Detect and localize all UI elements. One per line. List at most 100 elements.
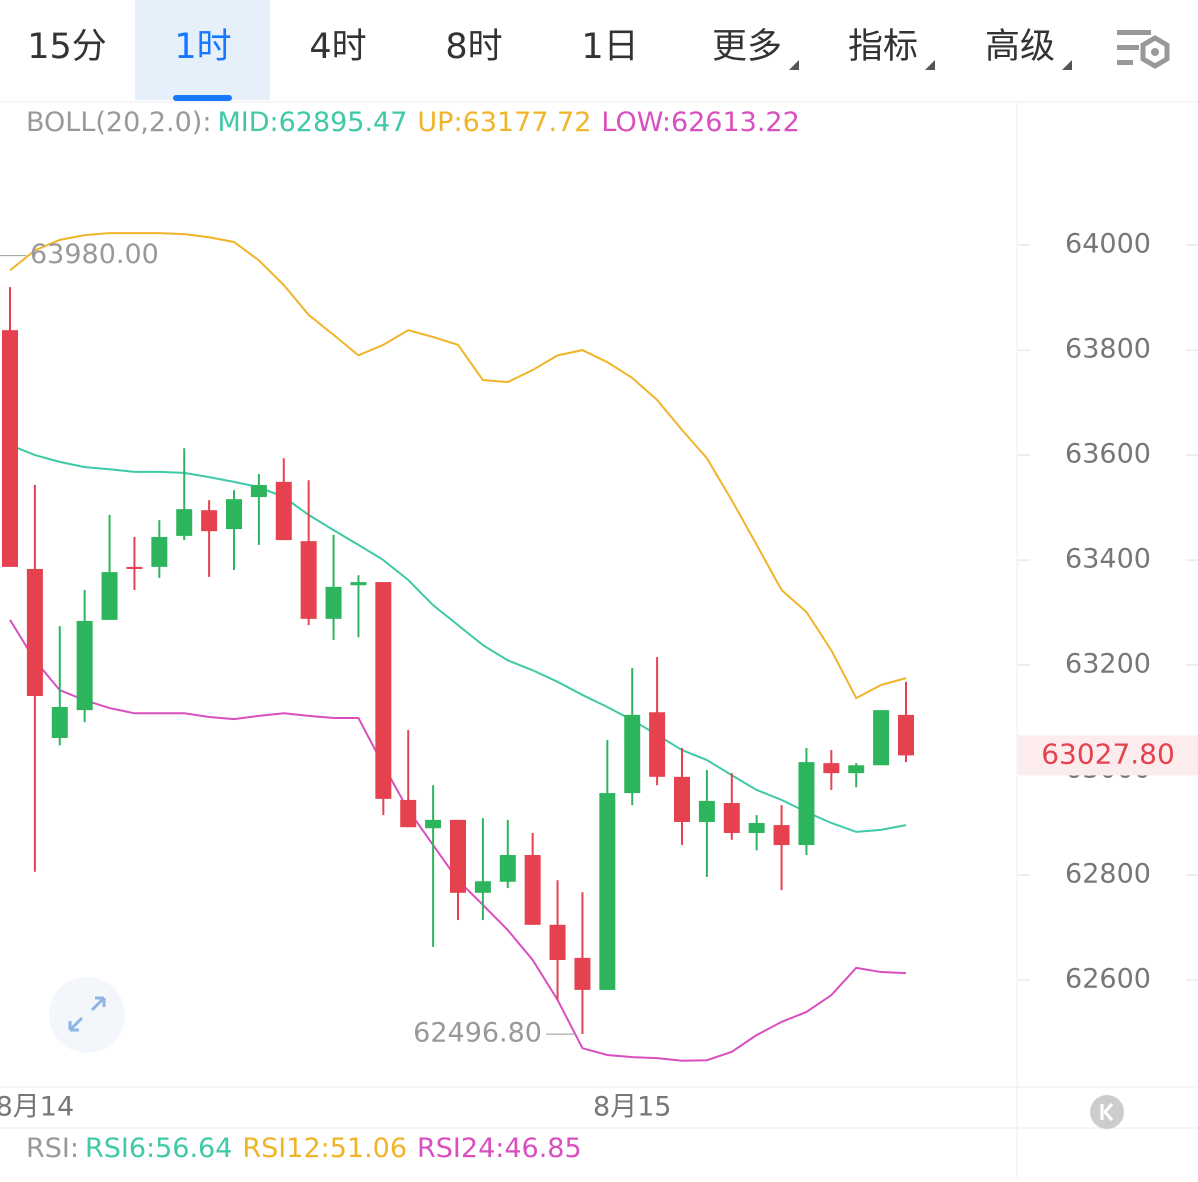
candle	[773, 805, 790, 891]
candle-body	[798, 762, 815, 846]
candle	[425, 785, 442, 947]
candle-body	[300, 541, 317, 619]
candle	[176, 448, 193, 541]
candle-body	[474, 881, 491, 893]
tab[interactable]: 更多	[712, 27, 799, 70]
collapse-button[interactable]	[1090, 1095, 1124, 1129]
boll-up: UP:63177.72	[417, 107, 591, 138]
candle	[375, 582, 392, 816]
candle	[873, 710, 890, 766]
candle-body	[549, 924, 566, 960]
expand-arrows	[68, 996, 106, 1032]
tab[interactable]: 高级	[985, 27, 1072, 70]
candle	[76, 589, 93, 723]
candle-body	[51, 707, 68, 738]
candle-body	[748, 822, 765, 833]
tab-label: 高级	[985, 27, 1055, 67]
candle	[898, 681, 914, 763]
candle	[350, 575, 367, 638]
tab[interactable]: 15分	[27, 27, 107, 67]
max-marker: 63980.00	[30, 239, 159, 270]
candle-body	[524, 855, 541, 925]
tab[interactable]: 4时	[309, 27, 366, 67]
candle	[226, 490, 242, 571]
tab-label: 1日	[581, 27, 638, 67]
tab-indicator	[173, 95, 232, 101]
icon-bar	[1117, 30, 1151, 35]
boll-line	[9, 232, 907, 700]
rsi12: RSI12:51.06	[242, 1133, 407, 1164]
last-price-bg	[1018, 735, 1198, 776]
rsi24: RSI24:46.85	[417, 1133, 582, 1164]
tab[interactable]: 8时	[445, 27, 502, 67]
candle-body	[873, 710, 890, 766]
dropdown-caret	[1062, 60, 1072, 70]
candle-body	[275, 481, 292, 541]
candle-body	[450, 819, 466, 893]
collapse-bg	[1090, 1095, 1124, 1129]
candle-body	[375, 582, 392, 799]
candle-body	[126, 566, 143, 569]
candle	[823, 750, 840, 790]
candle	[723, 773, 740, 840]
candle	[2, 287, 18, 567]
icon-gear	[1140, 35, 1170, 69]
candle	[499, 819, 516, 889]
icon-dot	[1151, 48, 1159, 56]
candle-body	[101, 572, 118, 620]
x-tick-label: 8月14	[0, 1092, 74, 1123]
tab-label: 8时	[445, 27, 502, 67]
candle	[524, 832, 541, 925]
tab-label: 更多	[712, 27, 782, 67]
candle	[151, 520, 168, 578]
tab[interactable]: 1时	[135, 0, 270, 101]
rsi-name: RSI:	[26, 1133, 79, 1164]
last-price: 63027.80	[1041, 737, 1175, 770]
tab[interactable]: 指标	[848, 27, 935, 70]
dropdown-caret	[789, 60, 799, 70]
y-tick-label: 62800	[1065, 858, 1151, 889]
candle-body	[400, 799, 417, 828]
tab-label: 4时	[309, 27, 366, 67]
candle-body	[698, 800, 715, 822]
y-tick-label: 63600	[1065, 439, 1151, 470]
candle-body	[674, 776, 690, 822]
candle	[101, 514, 118, 620]
candle-body	[350, 582, 367, 586]
icon-bar	[1117, 45, 1139, 50]
collapse-arrow	[1100, 1103, 1114, 1121]
settings-icon[interactable]	[1117, 30, 1170, 69]
candle	[201, 500, 218, 577]
candle	[674, 747, 690, 846]
candle	[698, 769, 715, 878]
candle	[400, 730, 417, 828]
expand-bg	[49, 977, 125, 1053]
candle-body	[176, 509, 193, 536]
candle-body	[76, 620, 93, 711]
min-marker: 62496.80	[413, 1018, 542, 1049]
candle	[748, 815, 765, 851]
tab[interactable]: 1日	[581, 27, 638, 67]
rsi6: RSI6:56.64	[85, 1133, 232, 1164]
candle-body	[624, 714, 641, 794]
boll-line	[9, 444, 907, 833]
candle-body	[723, 803, 740, 833]
candle	[26, 484, 43, 872]
y-tick-label: 64000	[1065, 229, 1151, 260]
candle	[649, 657, 666, 786]
boll-label: BOLL(20,2.0): MID:62895.47 UP:63177.72 LOW:…	[26, 107, 800, 138]
icon-bar	[1117, 60, 1133, 65]
candle-body	[773, 825, 790, 846]
tab-bar: 15分 1时 4时 8时 1日 更多 指标 高级	[27, 0, 1072, 101]
boll-name: BOLL(20,2.0):	[26, 107, 211, 138]
expand-button[interactable]	[49, 977, 125, 1053]
boll-mid: MID:62895.47	[217, 107, 407, 138]
candle-body	[649, 712, 666, 777]
candle-body	[325, 586, 342, 619]
candle	[848, 763, 865, 788]
candle	[798, 747, 815, 856]
candle-body	[201, 510, 218, 532]
candle-body	[823, 763, 840, 774]
y-tick-label: 63800	[1065, 334, 1151, 365]
